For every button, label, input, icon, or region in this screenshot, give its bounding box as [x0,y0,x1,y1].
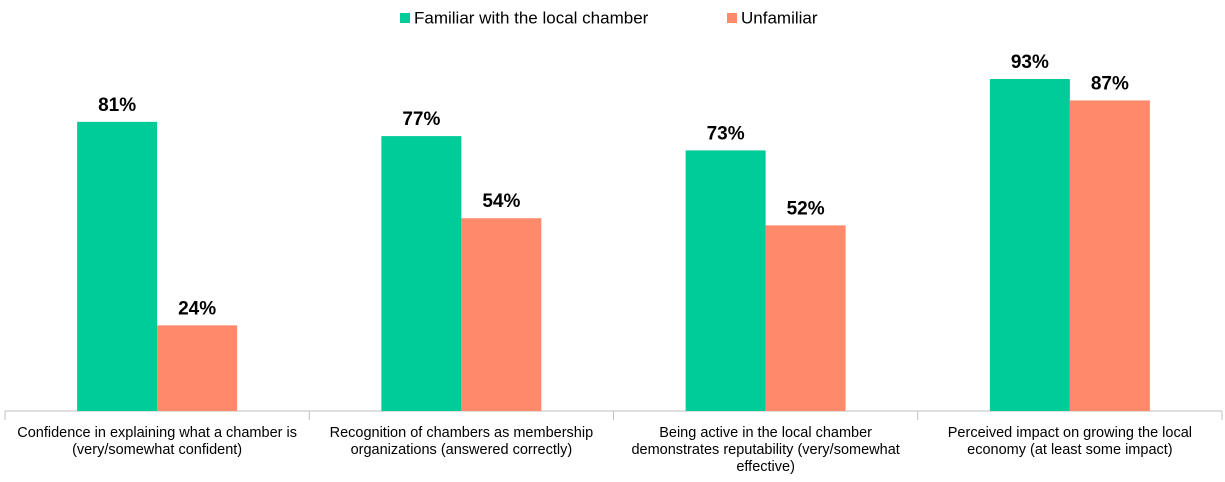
data-label: 93% [1011,52,1049,73]
legend-swatch [727,13,737,23]
bar [989,78,1070,412]
x-tick-label: Perceived impact on growing the local ec… [947,425,1192,458]
bar [77,121,158,411]
data-label: 87% [1091,73,1129,94]
bar [461,218,542,411]
x-tick-label: Confidence in explaining what a chamber … [17,425,297,458]
bar [157,325,238,411]
legend-label: Familiar with the local chamber [414,8,649,27]
legend-label: Unfamiliar [741,8,818,27]
data-label: 54% [482,191,520,212]
x-tick-label: Recognition of chambers as membership or… [329,425,594,458]
bar [1069,100,1150,411]
data-label: 81% [98,95,136,116]
bar [381,136,462,412]
data-label: 73% [707,123,745,144]
data-label: 24% [178,298,216,319]
bar [765,225,846,411]
data-label: 52% [787,198,825,219]
bar [685,150,766,411]
legend-swatch [400,13,410,23]
data-label: 77% [402,109,440,130]
x-tick-label: Being active in the local chamber demons… [631,425,900,475]
